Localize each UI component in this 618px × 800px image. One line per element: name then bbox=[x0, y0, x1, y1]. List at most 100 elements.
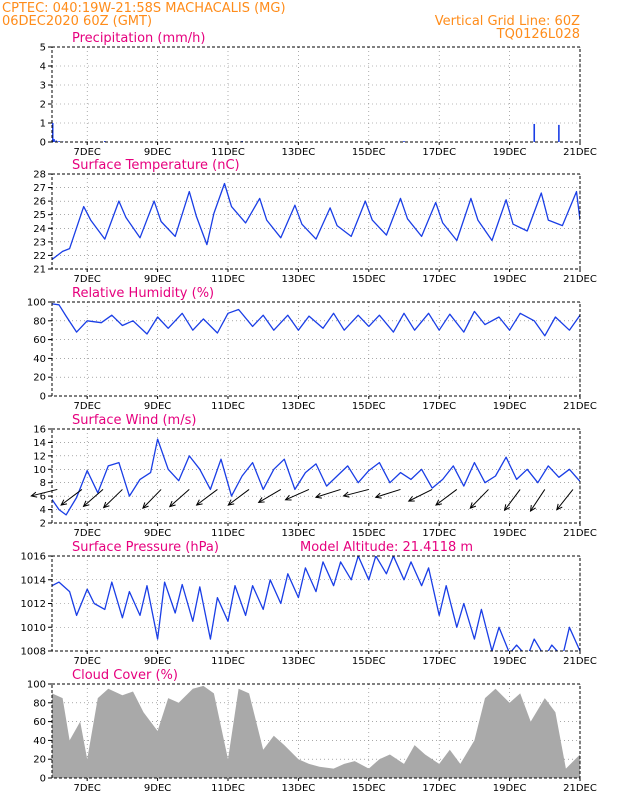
humidity-xtick-label: 21DEC bbox=[563, 401, 597, 412]
cloud-data bbox=[52, 685, 580, 778]
precip-bar bbox=[52, 123, 54, 142]
pressure-xtick-label: 7DEC bbox=[74, 656, 101, 667]
cloud-panel: 0 20 40 60 80 100 Cloud Cover (%) 7DEC 9DEC 11DEC… bbox=[27, 668, 597, 794]
humidity-ytick-label: 100 bbox=[27, 298, 46, 309]
cloud-frame bbox=[51, 683, 581, 779]
wind-arrow bbox=[315, 488, 341, 498]
pressure-frame bbox=[51, 555, 581, 652]
pressure-ytick-label: 1008 bbox=[21, 647, 46, 658]
wind-arrow-head bbox=[60, 499, 68, 506]
wind-arrow bbox=[504, 489, 521, 511]
precip-xtick-label: 11DEC bbox=[211, 147, 245, 158]
temperature-xtick-label: 17DEC bbox=[422, 274, 456, 285]
wind-arrow-head bbox=[142, 502, 149, 509]
wind-arrow-head bbox=[374, 492, 382, 499]
temperature-line bbox=[52, 182, 580, 261]
pressure-ytick-label: 1012 bbox=[21, 599, 46, 610]
cloud-ytick-label: 40 bbox=[33, 736, 46, 747]
wind-arrow-head bbox=[168, 500, 176, 508]
pressure-xtick-label: 17DEC bbox=[422, 656, 456, 667]
wind-arrow bbox=[343, 488, 369, 497]
wind-ytick-label: 4 bbox=[40, 505, 46, 516]
wind-data bbox=[52, 438, 580, 516]
wind-arrow-head bbox=[227, 499, 235, 506]
wind-xtick-label: 7DEC bbox=[74, 528, 101, 539]
wind-xtick-label: 15DEC bbox=[352, 528, 386, 539]
wind-xtick-label: 19DEC bbox=[493, 528, 527, 539]
temperature-ytick-label: 23 bbox=[33, 237, 46, 248]
header-run-date: 06DEC2020 60Z (GMT) bbox=[2, 14, 152, 29]
precip-ytick-label: 3 bbox=[40, 81, 46, 92]
wind-arrow-head bbox=[30, 491, 38, 498]
humidity-xtick-label: 15DEC bbox=[352, 401, 386, 412]
wind-arrow bbox=[228, 489, 250, 506]
cloud-ytick-label: 0 bbox=[40, 774, 46, 785]
wind-arrow-head bbox=[556, 503, 563, 511]
temperature-data bbox=[52, 182, 580, 261]
wind-arrow bbox=[258, 488, 282, 503]
wind-xtick-label: 17DEC bbox=[422, 528, 456, 539]
humidity-ytick-label: 60 bbox=[33, 335, 46, 346]
wind-title: Surface Wind (m/s) bbox=[72, 413, 196, 428]
cloud-xtick-label: 7DEC bbox=[74, 783, 101, 794]
wind-arrow bbox=[556, 489, 574, 511]
pressure-xtick-label: 11DEC bbox=[211, 656, 245, 667]
temperature-ytick-label: 26 bbox=[33, 197, 46, 208]
humidity-title: Relative Humidity (%) bbox=[72, 286, 214, 301]
temperature-ytick-label: 27 bbox=[33, 183, 46, 194]
precip-bar bbox=[55, 140, 58, 142]
header-grid-line-note: Vertical Grid Line: 60Z bbox=[435, 14, 580, 29]
temperature-xtick-label: 19DEC bbox=[493, 274, 527, 285]
pressure-xtick-label: 13DEC bbox=[282, 656, 316, 667]
wind-arrow bbox=[285, 488, 310, 501]
precip-bar bbox=[533, 123, 536, 142]
wind-arrow-head bbox=[102, 501, 110, 509]
temperature-ytick-label: 24 bbox=[33, 224, 46, 235]
wind-ytick-label: 10 bbox=[33, 465, 46, 476]
wind-arrow-head bbox=[407, 496, 415, 502]
humidity-frame bbox=[51, 301, 581, 397]
precip-xtick-label: 7DEC bbox=[74, 147, 101, 158]
pressure-ytick-label: 1016 bbox=[21, 552, 46, 563]
wind-ytick-label: 12 bbox=[33, 451, 46, 462]
wind-arrow bbox=[435, 489, 458, 506]
wind-ytick-label: 8 bbox=[40, 478, 46, 489]
temperature-title: Surface Temperature (nC) bbox=[72, 158, 240, 173]
precip-xtick-label: 21DEC bbox=[563, 147, 597, 158]
wind-arrow-head bbox=[82, 500, 90, 508]
precip-ytick-label: 2 bbox=[40, 100, 46, 111]
humidity-xtick-label: 9DEC bbox=[144, 401, 171, 412]
wind-ytick-label: 14 bbox=[33, 438, 46, 449]
temperature-ytick-label: 25 bbox=[33, 210, 46, 221]
pressure-xtick-label: 9DEC bbox=[144, 656, 171, 667]
temperature-xtick-label: 13DEC bbox=[282, 274, 316, 285]
cloud-area bbox=[52, 685, 580, 778]
cloud-ytick-label: 60 bbox=[33, 717, 46, 728]
precip-bar bbox=[104, 141, 106, 142]
precip-ytick-label: 4 bbox=[40, 62, 46, 73]
wind-line bbox=[52, 438, 580, 516]
wind-ytick-label: 2 bbox=[40, 519, 46, 530]
cloud-xtick-label: 11DEC bbox=[211, 783, 245, 794]
wind-arrow-head bbox=[469, 502, 477, 509]
cloud-title: Cloud Cover (%) bbox=[72, 668, 178, 683]
wind-arrow-head bbox=[342, 491, 350, 498]
precip-xtick-label: 9DEC bbox=[144, 147, 171, 158]
humidity-ytick-label: 20 bbox=[33, 373, 46, 384]
pressure-xtick-label: 19DEC bbox=[493, 656, 527, 667]
pressure-line bbox=[52, 556, 580, 651]
precip-title: Precipitation (mm/h) bbox=[72, 31, 205, 46]
humidity-xtick-label: 19DEC bbox=[493, 401, 527, 412]
cloud-xtick-label: 19DEC bbox=[493, 783, 527, 794]
cloud-xtick-label: 9DEC bbox=[144, 783, 171, 794]
temperature-xtick-label: 9DEC bbox=[144, 274, 171, 285]
humidity-xtick-label: 11DEC bbox=[211, 401, 245, 412]
humidity-ytick-label: 80 bbox=[33, 316, 46, 327]
wind-arrow bbox=[169, 489, 190, 507]
humidity-xtick-label: 7DEC bbox=[74, 401, 101, 412]
wind-arrow bbox=[408, 488, 433, 502]
humidity-xtick-label: 13DEC bbox=[282, 401, 316, 412]
wind-arrow bbox=[469, 489, 489, 509]
